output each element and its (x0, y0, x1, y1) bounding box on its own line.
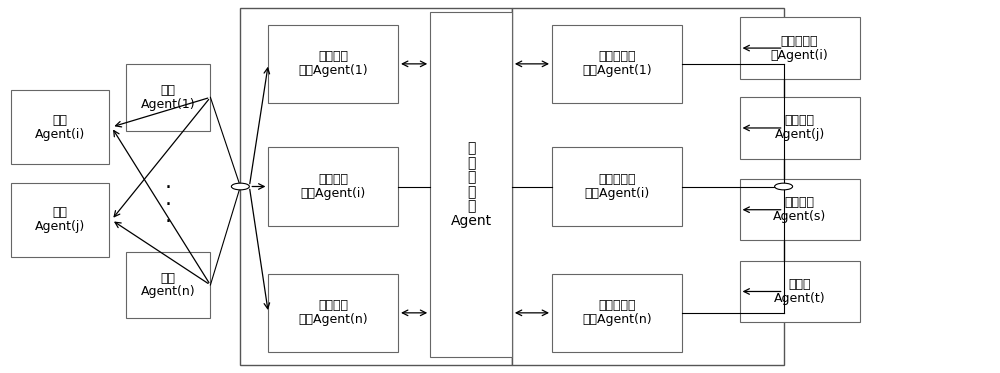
Text: 电: 电 (467, 156, 475, 170)
Bar (552, 274, 682, 352)
Text: 分布式电源: 分布式电源 (598, 300, 636, 312)
Text: 代理Agent(1): 代理Agent(1) (582, 64, 652, 77)
Text: 需求响应: 需求响应 (318, 50, 348, 63)
Text: 度: 度 (467, 199, 475, 213)
Bar (268, 274, 398, 352)
Text: 代理Agent(n): 代理Agent(n) (582, 313, 652, 326)
Text: 代理Agent(n): 代理Agent(n) (298, 313, 368, 326)
Text: 网: 网 (467, 170, 475, 184)
Text: 分布式电源: 分布式电源 (598, 173, 636, 186)
Bar (268, 147, 398, 226)
Text: 风力发电: 风力发电 (785, 115, 815, 128)
Text: 蓄电池: 蓄电池 (788, 278, 811, 291)
Text: Agent(j): Agent(j) (34, 220, 85, 233)
Text: Agent(n): Agent(n) (141, 285, 195, 298)
Text: 用户: 用户 (160, 84, 175, 97)
Circle shape (775, 183, 793, 190)
Text: 主: 主 (467, 141, 475, 156)
Text: ·: · (165, 212, 172, 232)
Text: 机Agent(i): 机Agent(i) (771, 48, 828, 62)
Bar (740, 261, 860, 322)
Text: ·: · (165, 195, 172, 215)
Bar (552, 25, 682, 103)
Text: 需求响应: 需求响应 (318, 300, 348, 312)
Text: 光伏发电: 光伏发电 (785, 196, 815, 209)
Text: Agent(t): Agent(t) (774, 292, 825, 305)
Bar (11, 90, 109, 164)
Text: Agent(j): Agent(j) (774, 128, 825, 141)
Text: Agent(s): Agent(s) (773, 210, 826, 223)
Bar (740, 18, 860, 79)
Text: 代理Agent(i): 代理Agent(i) (584, 187, 649, 200)
Text: 分布式电源: 分布式电源 (598, 50, 636, 63)
Bar (512, 8, 784, 365)
Bar (740, 179, 860, 240)
Text: 负荷: 负荷 (52, 113, 67, 126)
Bar (430, 12, 512, 357)
Bar (740, 97, 860, 159)
Text: 代理Agent(1): 代理Agent(1) (298, 64, 368, 77)
Bar (11, 183, 109, 257)
Text: ·: · (165, 178, 172, 198)
Text: 微型燃气轮: 微型燃气轮 (781, 35, 818, 48)
Bar (126, 64, 210, 131)
Text: 储能: 储能 (52, 207, 67, 219)
Text: Agent(1): Agent(1) (141, 98, 195, 111)
Circle shape (231, 183, 249, 190)
Text: Agent: Agent (450, 214, 492, 228)
Bar (552, 147, 682, 226)
Text: 代理Agent(i): 代理Agent(i) (301, 187, 366, 200)
Text: 需求响应: 需求响应 (318, 173, 348, 186)
Bar (268, 25, 398, 103)
Bar (126, 251, 210, 319)
Text: Agent(i): Agent(i) (34, 128, 85, 141)
Bar (240, 8, 512, 365)
Text: 调: 调 (467, 185, 475, 199)
Text: 用户: 用户 (160, 272, 175, 285)
